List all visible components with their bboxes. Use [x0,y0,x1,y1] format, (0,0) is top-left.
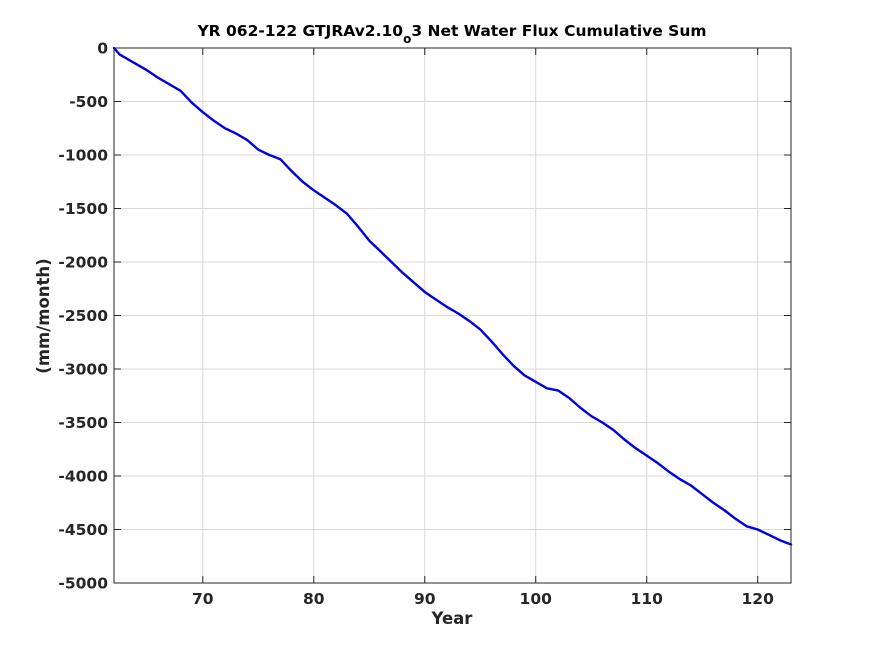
y-tick-label: -500 [69,93,108,111]
chart-title-subscript: o [403,32,411,46]
data-series [112,46,793,546]
x-tick-label: 70 [192,590,214,608]
x-tick-label: 80 [303,590,325,608]
y-tick-label: -5000 [58,575,108,593]
x-tick-label: 90 [414,590,436,608]
series-line-1 [112,46,793,546]
y-tick-label: -3000 [58,361,108,379]
plot-area [112,46,793,584]
y-tick-label: -3500 [58,414,108,432]
x-tick-label: 110 [631,590,664,608]
x-axis-label: Year [431,609,474,628]
grid-lines [114,47,791,584]
chart-title-suffix: 3 Net Water Flux Cumulative Sum [411,22,706,40]
chart-title: YR 062-122 GTJRAv2.10o3 Net Water Flux C… [196,22,706,46]
x-axis-tick-labels: 70 80 90 100 110 120 [192,590,774,608]
y-tick-label: -1000 [58,147,108,165]
y-tick-label: -4000 [58,468,108,486]
y-axis-tick-labels: 0 -500 -1000 -1500 -2000 -2500 -3000 -3500 -4000… [58,40,108,593]
x-tick-label: 100 [520,590,553,608]
y-tick-label: 0 [97,40,108,58]
x-tick-label: 120 [742,590,775,608]
y-axis-label: (mm/month) [34,258,53,373]
y-tick-label: -2000 [58,254,108,272]
y-tick-label: -1500 [58,200,108,218]
y-tick-label: -4500 [58,521,108,539]
chart-title-prefix: YR 062-122 GTJRAv2.10 [196,22,403,40]
axes-box [113,47,792,584]
y-tick-label: -2500 [58,307,108,325]
